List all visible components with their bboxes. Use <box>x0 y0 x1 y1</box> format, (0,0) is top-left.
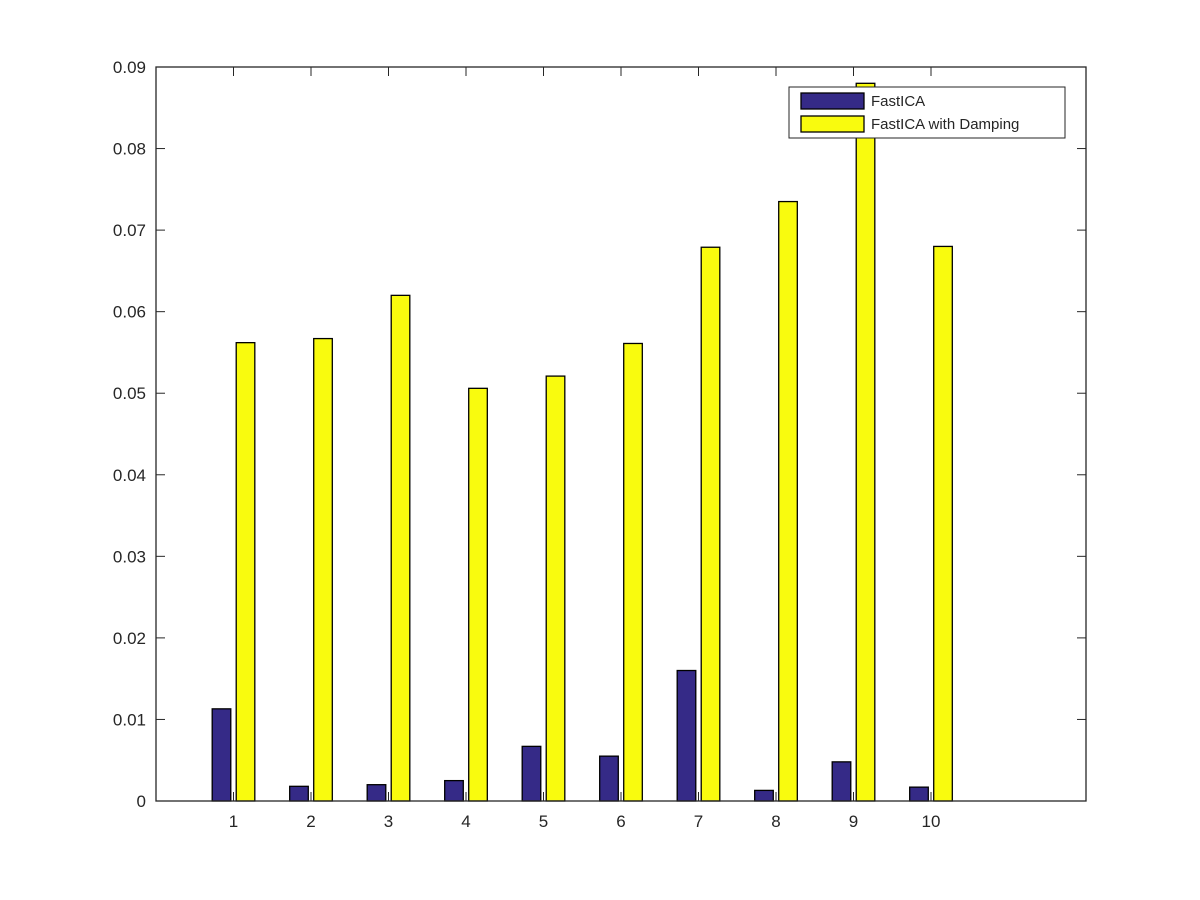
y-tick-label: 0.01 <box>113 710 146 729</box>
y-tick-label: 0 <box>137 792 146 811</box>
x-tick-label: 5 <box>539 812 548 831</box>
y-tick-label: 0.04 <box>113 466 146 485</box>
fastica-damping-bar-7 <box>700 246 721 802</box>
x-tick-label: 1 <box>229 812 238 831</box>
fastica-bar-8 <box>754 789 774 802</box>
plot-area-background <box>156 67 1086 801</box>
fastica-bar-1 <box>211 708 232 802</box>
bars-group <box>211 82 953 802</box>
fastica-bar-3 <box>366 784 387 802</box>
x-tick-label: 8 <box>771 812 780 831</box>
axes-box <box>155 66 1087 802</box>
y-tick-label: 0.02 <box>113 629 146 648</box>
fastica-bar-9 <box>831 761 852 802</box>
x-tick-label: 4 <box>461 812 470 831</box>
x-tick-label: 10 <box>922 812 941 831</box>
legend: FastICA FastICA with Damping <box>788 86 1066 139</box>
x-tick-label: 6 <box>616 812 625 831</box>
fastica-bar-6 <box>599 755 619 802</box>
legend-swatch-fastica-with-damping <box>800 115 865 133</box>
fastica-bar-7 <box>676 669 697 802</box>
fastica-damping-bar-4 <box>468 387 488 802</box>
x-tick-label: 2 <box>306 812 315 831</box>
y-tick-label: 0.07 <box>113 221 146 240</box>
fastica-bar-10 <box>909 786 929 802</box>
fastica-damping-bar-8 <box>778 200 798 802</box>
x-tick-label: 7 <box>694 812 703 831</box>
legend-label-fastica: FastICA <box>871 93 925 110</box>
x-tick-labels: 1 2 3 4 5 6 7 8 9 10 <box>229 812 941 831</box>
fastica-damping-bar-3 <box>390 294 411 802</box>
fastica-damping-bar-10 <box>933 245 953 802</box>
fastica-damping-bar-9 <box>855 82 876 802</box>
fastica-bar-5 <box>521 745 542 802</box>
legend-swatch-fastica <box>800 92 865 110</box>
fastica-damping-bar-5 <box>545 375 566 802</box>
y-tick-label: 0.06 <box>113 303 146 322</box>
legend-label-fastica-with-damping: FastICA with Damping <box>871 116 1019 133</box>
y-tick-label: 0.09 <box>113 58 146 77</box>
y-tick-label: 0.03 <box>113 547 146 566</box>
axis-ticks-group <box>156 66 1086 802</box>
fastica-damping-bar-6 <box>623 342 643 802</box>
fastica-damping-bar-2 <box>313 337 333 802</box>
fastica-damping-bar-1 <box>235 342 256 802</box>
x-tick-label: 3 <box>384 812 393 831</box>
y-tick-label: 0.05 <box>113 384 146 403</box>
fastica-bar-2 <box>289 785 309 802</box>
y-tick-label: 0.08 <box>113 140 146 159</box>
y-tick-labels: 0 0.01 0.02 0.03 0.04 0.05 0.06 0.07 0.08 0.09 <box>113 58 146 811</box>
x-tick-label: 9 <box>849 812 858 831</box>
fastica-bar-4 <box>444 779 464 802</box>
